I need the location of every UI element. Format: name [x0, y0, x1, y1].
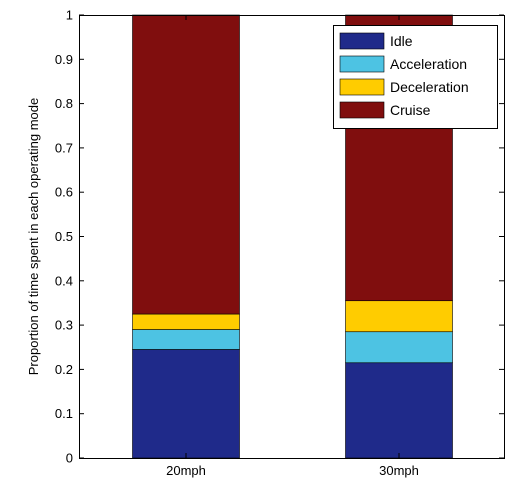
- ticks-layer: 0 0.1 0.2 0.3 0.4 0.5 0.6 0.7 0.8 0.9 1 20mph 30mph: [55, 8, 504, 478]
- x-tick-label: 30mph: [379, 463, 419, 478]
- legend-swatch-deceleration: [339, 78, 385, 96]
- y-axis-title: Proportion of time spent in each operati…: [26, 98, 41, 376]
- y-tick-label: 0.5: [55, 229, 73, 244]
- bar-30mph-idle: [345, 362, 453, 459]
- legend-label-idle: Idle: [390, 33, 413, 49]
- x-tick-label: 20mph: [166, 463, 206, 478]
- y-tick-label: 0.3: [55, 318, 73, 333]
- y-tick-label: 1: [66, 8, 73, 23]
- legend: Idle Acceleration Deceleration Cruise: [333, 25, 498, 129]
- y-tick-label: 0.4: [55, 273, 73, 288]
- bar-20mph-deceleration: [132, 313, 240, 330]
- y-tick-label: 0: [66, 451, 73, 466]
- y-tick-label: 0.8: [55, 96, 73, 111]
- bar-20mph-cruise: [132, 14, 240, 315]
- legend-label-acceleration: Acceleration: [390, 56, 467, 72]
- y-tick-label: 0.1: [55, 406, 73, 421]
- y-tick-label: 0.7: [55, 140, 73, 155]
- bar-20mph-idle: [132, 349, 240, 459]
- legend-swatch-idle: [339, 32, 385, 50]
- legend-label-cruise: Cruise: [390, 102, 431, 118]
- legend-swatch-acceleration: [339, 55, 385, 73]
- y-tick-label: 0.2: [55, 362, 73, 377]
- legend-swatch-cruise: [339, 101, 385, 119]
- bar-30mph-acceleration: [345, 331, 453, 364]
- bar-20mph-acceleration: [132, 329, 240, 350]
- y-tick-label: 0.9: [55, 52, 73, 67]
- y-tick-label: 0.6: [55, 185, 73, 200]
- bar-30mph-deceleration: [345, 300, 453, 333]
- legend-label-deceleration: Deceleration: [390, 79, 469, 95]
